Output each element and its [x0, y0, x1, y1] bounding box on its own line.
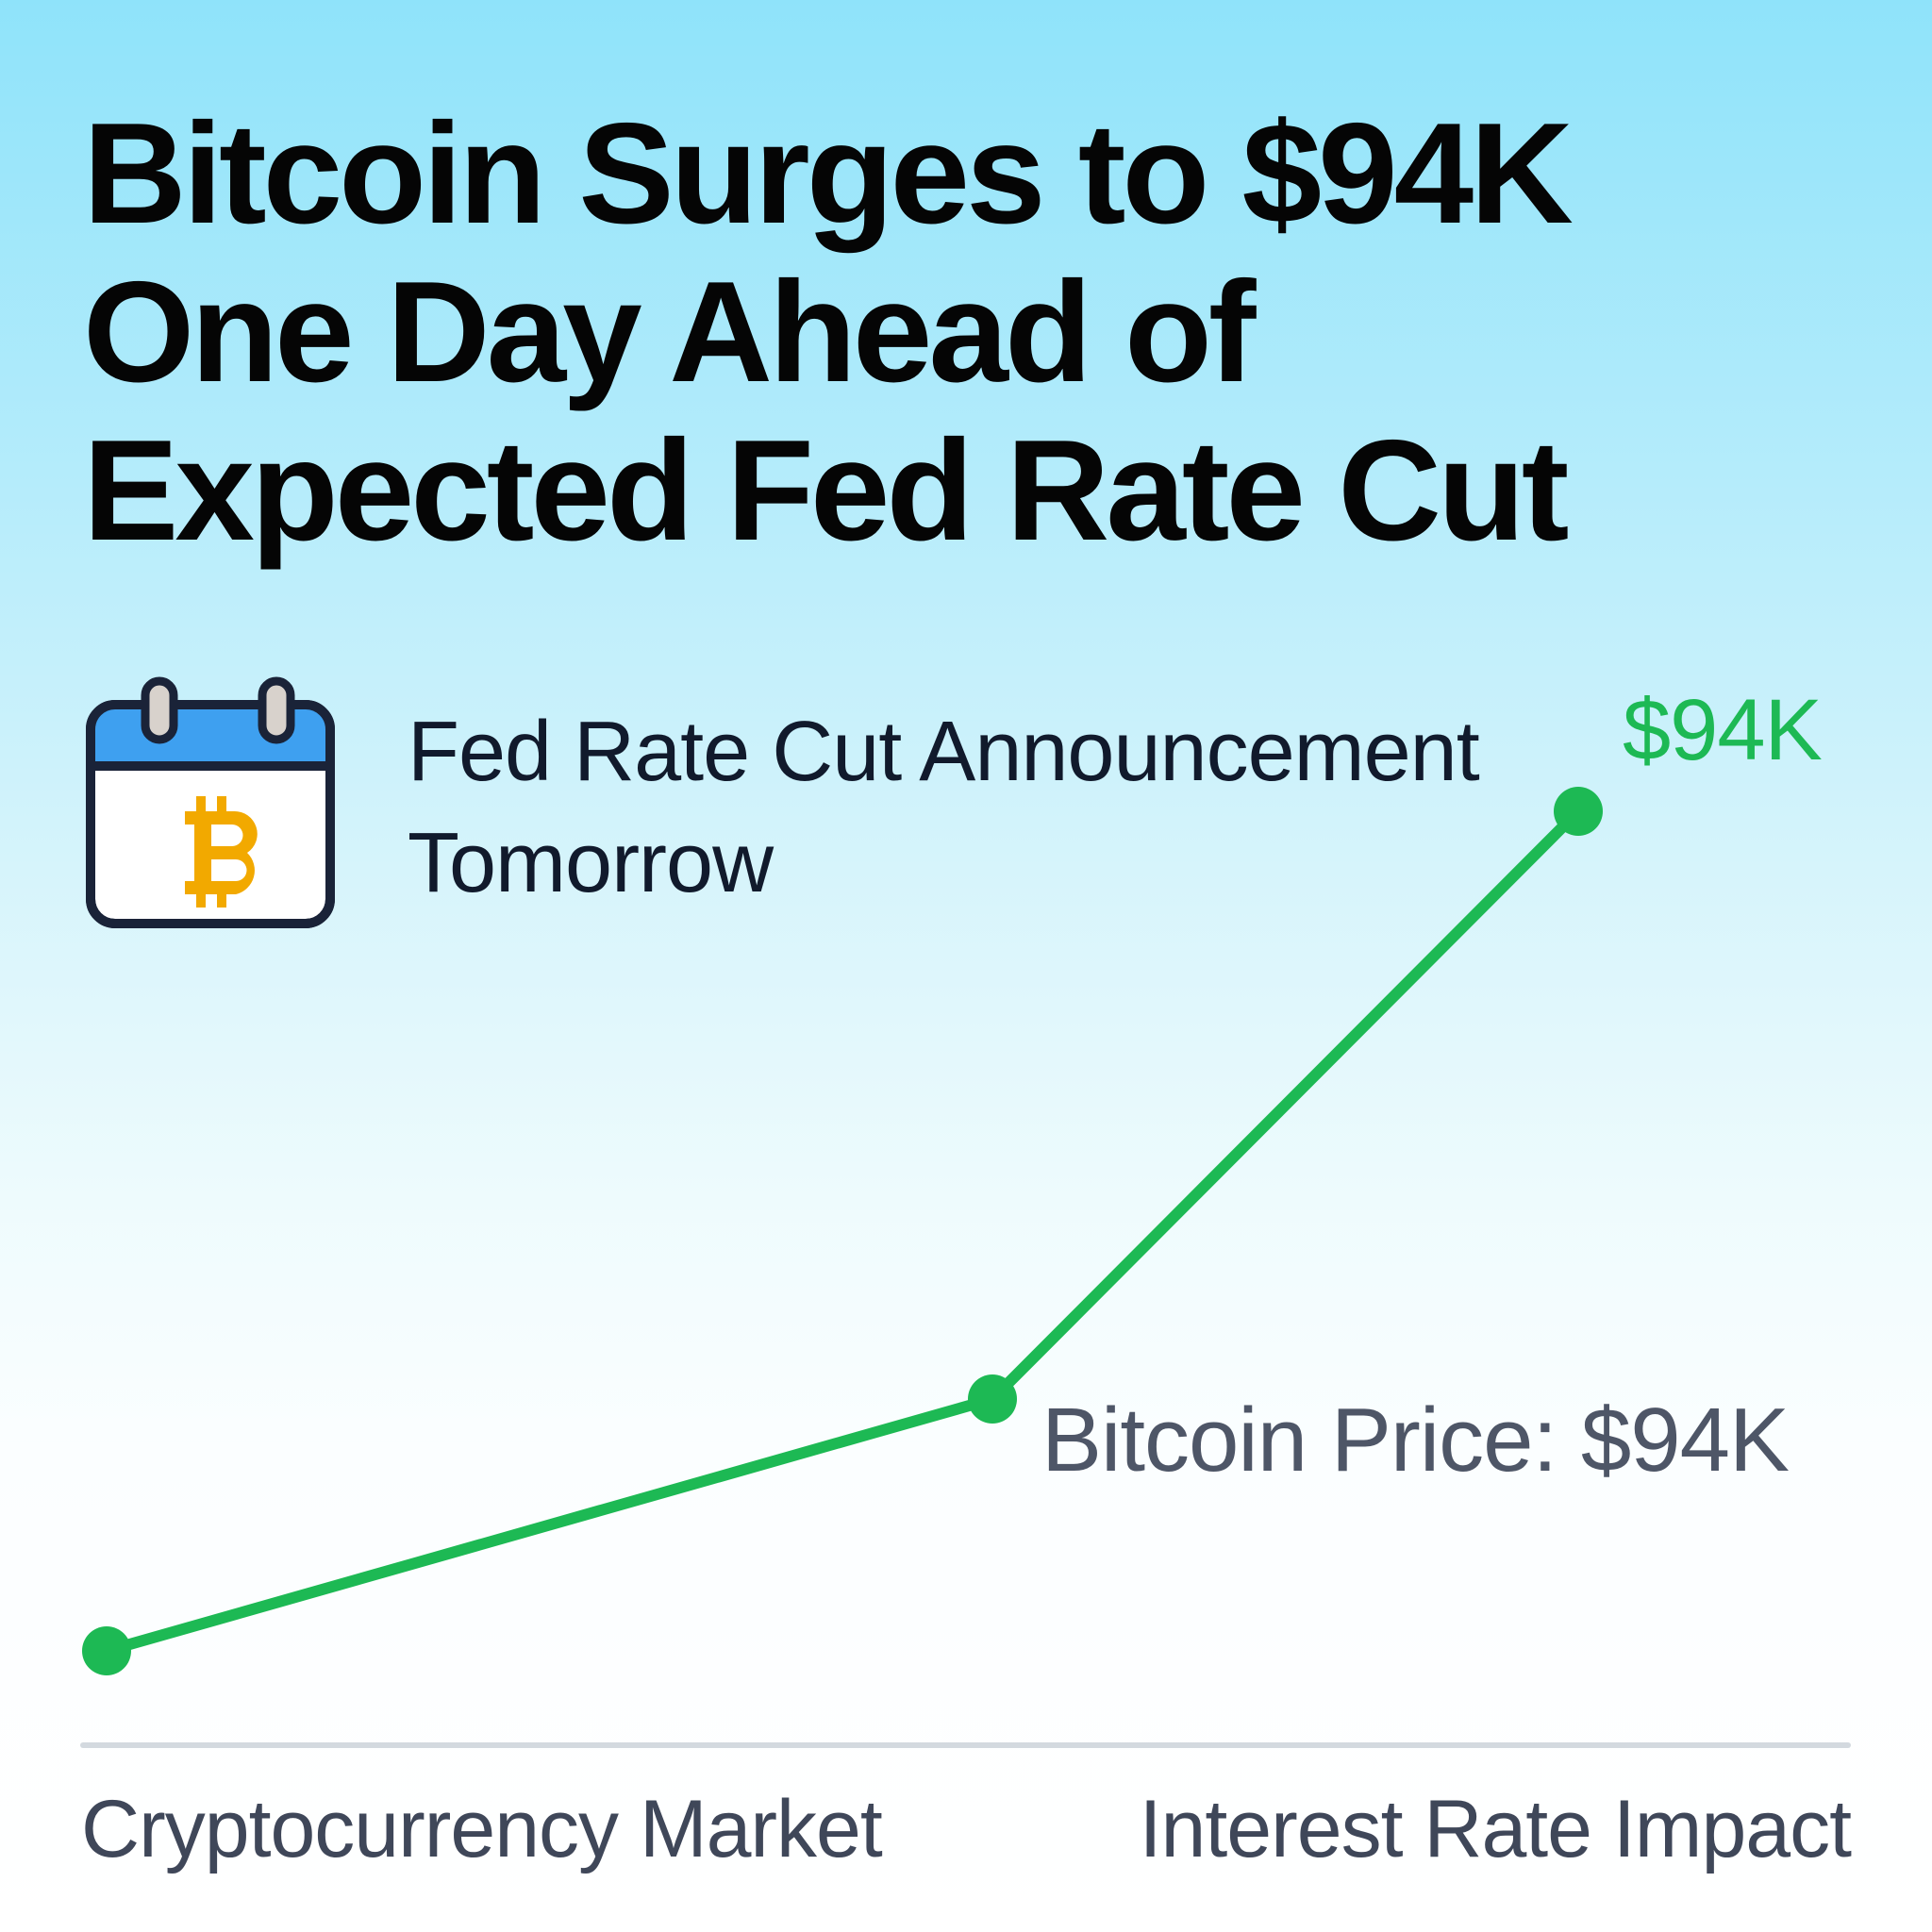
- footer-right-label: Interest Rate Impact: [1139, 1784, 1852, 1874]
- footer-left-label: Cryptocurrency Market: [81, 1784, 883, 1874]
- event-line-1: Fed Rate Cut Announcement: [408, 705, 1480, 799]
- data-point-mid: [968, 1374, 1017, 1424]
- bitcoin-price-label: Bitcoin Price: $94K: [1041, 1390, 1790, 1491]
- data-point-start: [82, 1626, 131, 1675]
- headline: Bitcoin Surges to $94K One Day Ahead of …: [83, 94, 1875, 570]
- data-point-peak: [1554, 787, 1603, 836]
- event-announcement: Fed Rate Cut Announcement Tomorrow: [408, 696, 1480, 919]
- headline-line-3: Expected Fed Rate Cut: [83, 410, 1569, 571]
- calendar-bitcoin-icon: [86, 676, 335, 928]
- peak-price-label: $94K: [1623, 682, 1823, 778]
- axis-divider: [80, 1742, 1851, 1748]
- headline-line-2: One Day Ahead of: [83, 252, 1257, 412]
- event-line-2: Tomorrow: [408, 816, 774, 910]
- headline-line-1: Bitcoin Surges to $94K: [83, 93, 1574, 254]
